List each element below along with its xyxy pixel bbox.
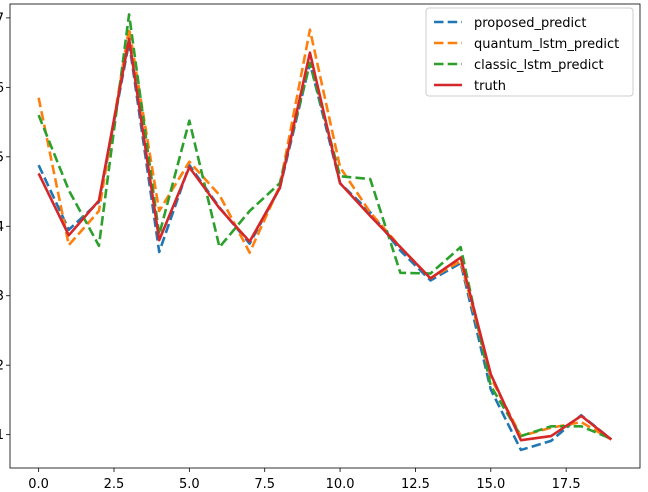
y-tick-label: 7	[0, 11, 4, 26]
x-tick-label: 5.0	[179, 477, 200, 492]
y-tick-label: 2	[0, 359, 4, 374]
y-axis-ticks: 1 2 3 4 5 6 7	[0, 11, 10, 443]
y-tick-label: 1	[0, 428, 4, 443]
x-tick-label: 12.5	[401, 477, 430, 492]
y-tick-label: 5	[0, 150, 4, 165]
x-tick-label: 2.5	[104, 477, 125, 492]
x-tick-label: 10.0	[326, 477, 355, 492]
y-tick-label: 6	[0, 81, 4, 96]
legend-box	[425, 7, 634, 97]
y-tick-label: 3	[0, 289, 4, 304]
x-tick-label: 7.5	[254, 477, 275, 492]
legend-label: proposed_predict	[474, 16, 586, 31]
legend: proposed_predict quantum_lstm_predictclas…	[425, 7, 634, 97]
x-tick-label: 0.0	[28, 477, 49, 492]
legend-label: quantum_lstm_predict	[474, 37, 619, 52]
legend-label: truth	[474, 79, 506, 94]
series-line-truth	[37, 37, 613, 442]
legend-label: classic_lstm_predict	[474, 58, 604, 73]
x-axis-ticks: 0.0 2.5 5.0 7.5 10.0 12.5 15.0 17.5	[28, 468, 581, 492]
plot-frame	[9, 3, 641, 469]
y-tick-label: 4	[0, 220, 4, 235]
x-tick-label: 17.5	[552, 477, 581, 492]
series-layer	[37, 13, 613, 452]
x-tick-label: 15.0	[476, 477, 505, 492]
